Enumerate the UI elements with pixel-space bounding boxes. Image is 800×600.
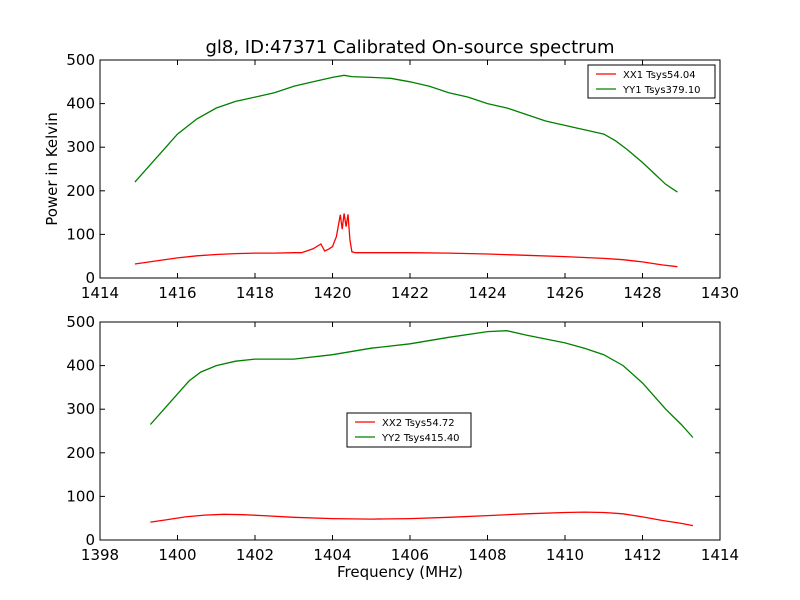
bottom-spectrum-plot: 1398 1400 1402 1404 1406 1408 1410 1412 1414 0 100…	[66, 313, 739, 581]
legend-box	[346, 412, 472, 448]
y-tick-label: 400	[66, 95, 95, 113]
x-tick-label: 1402	[236, 546, 274, 564]
legend-box	[587, 64, 716, 99]
y-tick-label: 100	[66, 487, 95, 505]
legend-label: XX1 Tsys54.04	[623, 70, 696, 81]
y-tick-label: 0	[85, 531, 95, 549]
top-spectrum-plot: 1414 1416 1418 1420 1422 1424 1426 1428 1430 0 100…	[43, 51, 739, 302]
x-tick-label: 1426	[546, 284, 584, 302]
x-tick-label: 1418	[236, 284, 274, 302]
y-tick-label: 200	[66, 182, 95, 200]
y-tick-label: 300	[66, 400, 95, 418]
chart-title: gl8, ID:47371 Calibrated On-source spect…	[205, 37, 614, 58]
x-tick-label: 1400	[158, 546, 196, 564]
x-tick-label: 1414	[81, 284, 119, 302]
x-tick-label: 1414	[701, 546, 739, 564]
legend: XX1 Tsys54.04 YY1 Tsys379.10	[587, 64, 716, 99]
x-tick-label: 1404	[313, 546, 351, 564]
x-tick-label: 1428	[623, 284, 661, 302]
legend: XX2 Tsys54.72 YY2 Tsys415.40	[346, 412, 472, 448]
y-tick-label: 100	[66, 225, 95, 243]
x-tick-label: 1420	[313, 284, 351, 302]
x-tick-label: 1416	[158, 284, 196, 302]
x-axis-label: Frequency (MHz)	[337, 563, 463, 581]
y-axis-label: Power in Kelvin	[43, 112, 61, 226]
y-tick-label: 300	[66, 138, 95, 156]
x-tick-label: 1422	[391, 284, 429, 302]
series-line-xx2	[150, 511, 694, 527]
x-tick-label: 1406	[391, 546, 429, 564]
series-lines	[149, 330, 694, 527]
x-tick-label: 1424	[468, 284, 506, 302]
y-tick-label: 0	[85, 269, 95, 287]
legend-label: YY1 Tsys379.10	[622, 85, 701, 96]
series-line-xx1	[134, 213, 678, 268]
x-tick-label: 1398	[81, 546, 119, 564]
legend-label: YY2 Tsys415.40	[381, 433, 460, 444]
y-tick-label: 200	[66, 444, 95, 462]
series-lines	[134, 74, 678, 268]
y-tick-label: 500	[66, 313, 95, 331]
x-tick-label: 1408	[468, 546, 506, 564]
series-line-yy2	[149, 330, 694, 438]
x-tick-label: 1412	[623, 546, 661, 564]
x-tick-label: 1410	[546, 546, 584, 564]
y-tick-label: 500	[66, 51, 95, 69]
series-line-yy1	[134, 74, 678, 193]
x-tick-label: 1430	[701, 284, 739, 302]
legend-label: XX2 Tsys54.72	[382, 418, 455, 429]
y-tick-label: 400	[66, 357, 95, 375]
